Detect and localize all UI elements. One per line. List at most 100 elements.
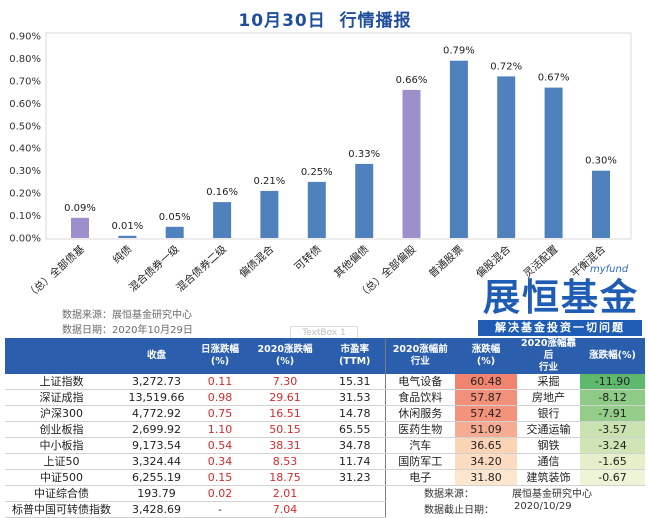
col-header-top-change: 涨跌幅 (%) [455,338,517,374]
bottom-industry-change: -1.65 [580,453,645,470]
top-industry-change: 31.80 [455,469,517,486]
close-value: 3,324.44 [118,453,195,470]
data-label: 0.25% [301,167,333,178]
empty-cell [384,501,455,518]
pe-ttm: 31.23 [325,469,385,486]
data-date-note: 数据日期：2020年10月29日 [62,325,193,336]
daily-change: 0.34 [195,453,245,470]
x-category-label: 普通股票 [426,243,466,281]
top-industry-change: 60.48 [455,374,517,390]
page-title: 10月30日 行情播报 [238,11,412,31]
empty-cell [580,502,645,518]
close-value: 3,272.73 [118,374,195,390]
data-label: 0.67% [538,73,570,84]
close-value: 13,519.66 [118,389,195,406]
bar [307,181,326,238]
data-label: 0.16% [206,187,238,198]
table-row: 深证成指 13,519.66 0.98 29.61 31.53 食品饮料 57.87 房地产 -… [5,389,645,406]
bar [544,87,563,238]
table-header-row: 收盘 日涨跌幅 (%) 2020涨跌幅 (%) 市盈率 (TTM) 2020涨幅… [5,338,645,374]
top-industry-name: 电子 [384,469,455,486]
top-industry-change: 57.87 [455,389,517,406]
daily-change: 0.98 [195,389,245,406]
bar [355,163,374,238]
footer-date-value: 2020/10/29 [514,501,572,512]
x-category-label: 纯债 [110,243,134,267]
col-header-bottom-industry: 2020涨幅靠后 行业 [517,338,580,374]
bottom-industry-change: -7.91 [580,405,645,422]
ytd-change: 7.04 [245,501,325,518]
empty-cell [384,485,455,502]
bottom-industry-change: -3.24 [580,437,645,454]
table-row: 上证指数 3,272.73 0.11 7.30 15.31 电气设备 60.48 采掘 -11.… [5,374,645,390]
bottom-industry-change: -0.67 [580,469,645,486]
index-name: 创业板指 [5,421,118,438]
data-label: 0.09% [64,203,96,214]
ytd-change: 18.75 [245,469,325,486]
daily-change: 0.54 [195,437,245,454]
index-name: 中小板指 [5,437,118,454]
table-row: 创业板指 2,699.92 1.10 50.15 65.55 医药生物 51.09 交通运输 -… [5,421,645,438]
bar [402,89,421,239]
top-industry-change: 34.20 [455,453,517,470]
close-value: 3,428.69 [118,501,195,518]
index-name: 沪深300 [5,405,118,422]
top-industry-change: 57.42 [455,405,517,422]
index-name: 中证500 [5,469,118,486]
col-header-top-industry: 2020涨幅前 行业 [384,338,455,374]
daily-change: 0.11 [195,374,245,390]
bottom-industry-name: 建筑装饰 [517,469,580,486]
pe-ttm: 14.78 [325,405,385,422]
logo-myfund-text: myfund [590,264,629,275]
table-row: 中小板指 9,173.54 0.54 38.31 34.78 汽车 36.65 钢铁 -3.24 [5,437,645,454]
top-industry-name: 汽车 [384,437,455,454]
pe-ttm: 15.31 [325,374,385,390]
bottom-industry-name: 交通运输 [517,421,580,438]
bottom-industry-change: -8.12 [580,389,645,406]
bottom-industry-name: 银行 [517,405,580,422]
x-category-label: 偏股混合 [473,242,513,280]
bottom-industry-name: 房地产 [517,389,580,406]
data-label: 0.05% [159,212,191,223]
bottom-industry-change: -11.90 [580,374,645,390]
data-label: 0.01% [112,221,144,232]
logo-slogan: 解决基金投资一切问题 [478,320,642,336]
y-tick-label: 0.80% [9,54,41,65]
bar [118,235,137,238]
ytd-change: 50.15 [245,421,325,438]
ytd-change: 29.61 [245,389,325,406]
top-industry-name: 国防军工 [384,453,455,470]
table-row: 上证50 3,324.44 0.34 8.53 11.74 国防军工 34.20 通信 -1.6… [5,453,645,470]
table-row: 标普中国可转债指数 3,428.69-7.04 [5,501,645,518]
bottom-industry-name: 采掘 [517,374,580,390]
index-name: 上证50 [5,453,118,470]
close-value: 6,255.19 [118,469,195,486]
col-header-close: 收盘 [118,338,195,374]
y-tick-label: 0.90% [9,32,41,43]
x-category-label: 可转债 [292,243,324,274]
pe-ttm [325,501,385,518]
close-value: 2,699.92 [118,421,195,438]
footer-source-label: 数据来源： [424,489,474,500]
pe-ttm: 65.55 [325,421,385,438]
bottom-industry-change: -3.57 [580,421,645,438]
close-value: 193.79 [118,485,195,502]
data-label: 0.72% [490,61,522,72]
bar-chart: 0.00% 0.10% 0.20% 0.30% 0.40% 0.50% 0.60% 0.70%… [9,32,632,301]
index-name: 深证成指 [5,389,118,406]
x-category-label: 混合债券二级 [174,242,230,294]
top-industry-name: 电气设备 [384,374,455,390]
index-name: 中证综合债 [5,485,118,502]
x-category-label: （总）全部债基 [24,242,88,301]
data-label: 0.79% [443,46,475,57]
col-header-pe: 市盈率 (TTM) [325,338,385,374]
top-industry-name: 医药生物 [384,421,455,438]
bar [497,76,516,239]
pe-ttm: 31.53 [325,389,385,406]
plot-area-frame [45,32,632,240]
pe-ttm [325,485,385,502]
bar [592,170,610,238]
index-name: 标普中国可转债指数 [5,501,118,518]
data-label: 0.33% [348,149,380,160]
ytd-change: 2.01 [245,485,325,502]
